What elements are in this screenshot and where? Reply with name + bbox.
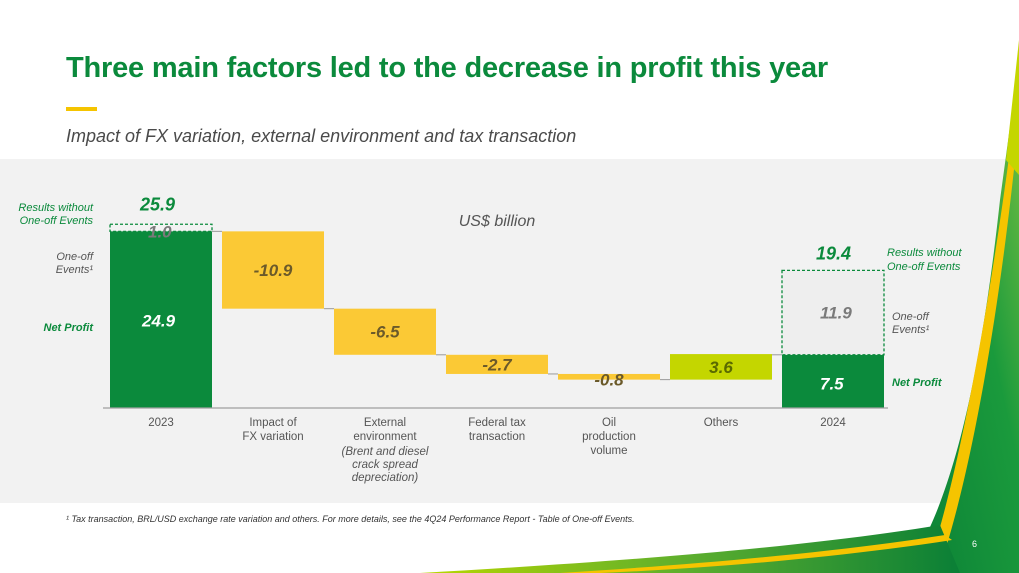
bar-step-4: [558, 373, 660, 380]
right-label-results-without: One-off Events: [887, 261, 961, 273]
bar-2024-net-profit: [782, 354, 884, 408]
category-label: environment: [353, 431, 417, 443]
bar-step-1: [222, 231, 324, 309]
bar-2023-one-off: [109, 223, 213, 233]
label-2024-net-profit: 7.5: [820, 374, 844, 393]
label-step-2: -6.5: [370, 323, 400, 342]
page-subtitle: Impact of FX variation, external environ…: [66, 126, 577, 146]
right-label-one-off: One-off: [892, 311, 930, 323]
left-label-one-off: One-off: [56, 251, 94, 263]
category-label: volume: [590, 445, 627, 457]
right-label-one-off: Events¹: [892, 324, 930, 336]
label-2024-total: 19.4: [816, 243, 851, 263]
category-label: production: [582, 431, 636, 443]
unit-label: US$ billion: [459, 213, 536, 230]
label-2023-net-profit: 24.9: [141, 312, 176, 331]
category-label: Others: [704, 417, 739, 429]
bar-step-3: [446, 354, 548, 374]
left-label-results-without: Results without: [18, 202, 94, 214]
bar-step-2: [334, 308, 436, 355]
category-label: 2023: [148, 417, 174, 429]
label-step-4: -0.8: [594, 371, 624, 390]
label-step-5: 3.6: [709, 358, 733, 377]
bar-2024-one-off: [781, 269, 885, 356]
footnote: ¹ Tax transaction, BRL/USD exchange rate…: [66, 514, 635, 524]
category-note: crack spread: [352, 459, 418, 471]
page-number: 6: [972, 539, 978, 549]
label-2023-one-off: 1.0: [148, 222, 172, 241]
title-accent-bar: [66, 107, 97, 111]
page-title: Three main factors led to the decrease i…: [66, 52, 828, 84]
left-label-one-off: Events¹: [56, 264, 94, 276]
category-note: depreciation): [352, 472, 419, 484]
right-label-net-profit: Net Profit: [892, 377, 943, 389]
left-label-net-profit: Net Profit: [44, 322, 95, 334]
label-step-3: -2.7: [482, 355, 513, 374]
category-label: Oil: [602, 417, 616, 429]
label-2023-total: 25.9: [139, 194, 175, 214]
left-label-results-without: One-off Events: [20, 215, 94, 227]
category-label: Federal tax: [468, 417, 526, 429]
label-step-1: -10.9: [254, 261, 293, 280]
category-label: Impact of: [249, 417, 297, 429]
category-label: 2024: [820, 417, 846, 429]
category-label: FX variation: [242, 431, 303, 443]
right-label-results-without: Results without: [887, 247, 963, 259]
bar-step-5: [670, 354, 772, 380]
category-note: (Brent and diesel: [342, 446, 429, 458]
label-2024-one-off: 11.9: [820, 304, 852, 323]
category-label: External: [364, 417, 406, 429]
bar-2023-net-profit: [110, 231, 212, 408]
category-label: transaction: [469, 431, 525, 443]
